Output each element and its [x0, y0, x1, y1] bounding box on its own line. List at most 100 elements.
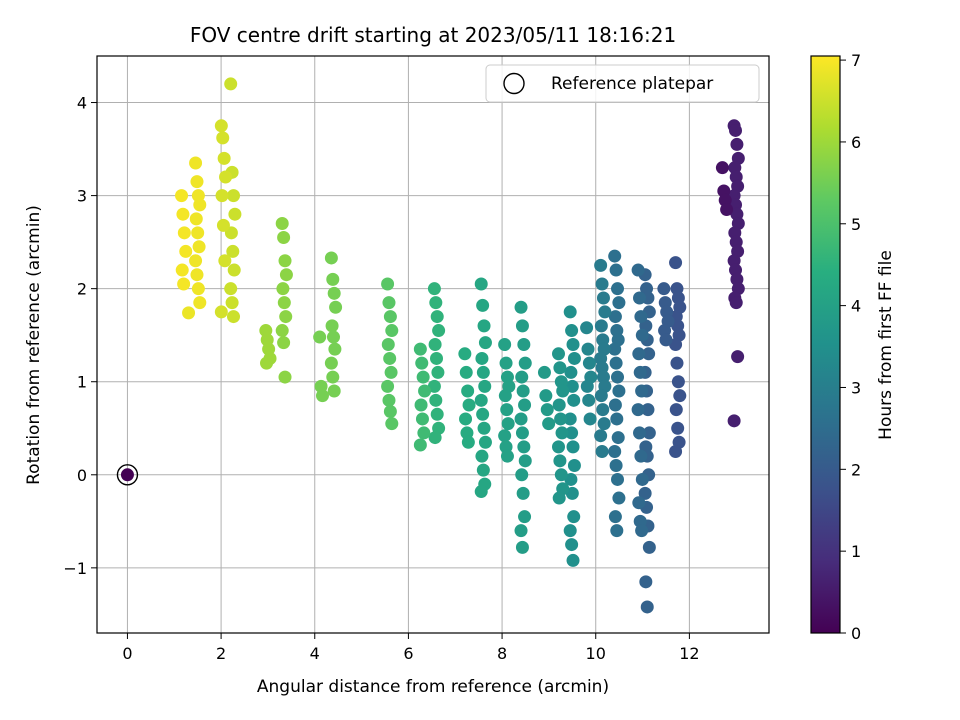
data-point — [612, 296, 626, 310]
colorbar-label: Hours from first FF file — [876, 250, 896, 440]
data-point — [516, 486, 530, 500]
data-point — [415, 412, 429, 426]
data-point — [498, 429, 512, 443]
data-point — [594, 429, 608, 443]
data-point — [518, 454, 532, 468]
data-point — [498, 389, 512, 403]
data-point — [554, 468, 568, 482]
data-point — [224, 77, 238, 91]
y-tick-label: 1 — [77, 373, 87, 392]
data-point — [431, 365, 445, 379]
data-point — [382, 296, 396, 310]
data-point — [325, 319, 339, 333]
data-point — [328, 342, 342, 356]
data-point — [642, 540, 656, 554]
data-point — [313, 330, 327, 344]
data-point — [598, 305, 612, 319]
data-point — [727, 414, 741, 428]
colorbar-gradient — [810, 55, 841, 634]
data-point — [563, 524, 577, 538]
chart-title: FOV centre drift starting at 2023/05/11 … — [190, 23, 676, 47]
data-point — [612, 491, 626, 505]
data-point — [642, 347, 656, 361]
data-point — [193, 296, 207, 310]
data-point — [580, 321, 594, 335]
data-point — [461, 384, 475, 398]
data-point — [176, 207, 190, 221]
data-point — [608, 342, 622, 356]
data-point — [500, 449, 514, 463]
y-tick-label: 2 — [77, 280, 87, 299]
colorbar-tick-label: 7 — [851, 51, 861, 70]
data-point — [565, 538, 579, 552]
x-tick-label: 10 — [586, 644, 606, 663]
x-tick-label: 2 — [216, 644, 226, 663]
data-point — [669, 256, 683, 270]
data-point — [381, 379, 395, 393]
data-point — [478, 336, 492, 350]
x-tick-label: 12 — [679, 644, 699, 663]
legend-entry-reference-platepar: Reference platepar — [551, 74, 713, 94]
data-point — [514, 412, 528, 426]
data-point — [189, 212, 203, 226]
data-point — [224, 282, 238, 296]
data-point — [640, 600, 654, 614]
data-point — [477, 319, 491, 333]
data-point — [381, 338, 395, 351]
data-point — [582, 356, 596, 370]
data-point — [631, 263, 645, 277]
data-point — [594, 319, 608, 333]
data-point — [659, 333, 673, 347]
data-point — [278, 370, 292, 384]
data-point — [324, 251, 338, 265]
data-point — [415, 356, 429, 370]
data-point — [225, 296, 239, 310]
data-point — [214, 119, 228, 133]
data-point — [226, 244, 240, 258]
data-point — [595, 445, 609, 459]
data-point — [177, 226, 191, 240]
data-point — [326, 330, 340, 344]
colorbar: 0 1 2 3 4 5 6 7 Hours from first FF file — [810, 51, 896, 643]
data-point — [610, 412, 624, 426]
data-point — [594, 389, 608, 403]
data-point — [475, 449, 489, 463]
data-point — [635, 384, 649, 398]
data-point — [416, 370, 430, 384]
data-point — [582, 393, 596, 407]
data-point — [216, 218, 230, 232]
data-point — [315, 389, 329, 403]
data-point — [279, 268, 293, 282]
data-point — [635, 328, 649, 342]
data-point — [458, 347, 472, 361]
data-point — [635, 524, 649, 538]
data-point — [635, 472, 649, 486]
data-point — [715, 161, 729, 175]
data-point — [542, 417, 556, 431]
data-point — [552, 440, 566, 454]
data-point — [608, 398, 622, 412]
data-point — [566, 553, 580, 567]
data-point — [228, 207, 242, 221]
data-point — [214, 305, 228, 319]
data-point — [596, 403, 610, 417]
data-point — [501, 417, 515, 431]
data-point — [565, 426, 579, 440]
data-point — [515, 370, 529, 384]
data-point — [477, 421, 491, 435]
data-point — [227, 310, 241, 324]
colorbar-tick-label: 3 — [851, 378, 861, 397]
data-point — [670, 356, 684, 370]
data-point — [554, 412, 568, 426]
data-point — [563, 412, 577, 426]
data-point — [476, 365, 490, 379]
data-point — [634, 310, 648, 324]
data-point — [459, 365, 473, 379]
data-point — [671, 421, 685, 435]
y-tick-label: 0 — [77, 466, 87, 485]
data-point — [476, 407, 490, 421]
data-point — [611, 370, 625, 384]
data-point — [498, 338, 512, 351]
data-point — [476, 463, 490, 477]
data-point — [564, 365, 578, 379]
